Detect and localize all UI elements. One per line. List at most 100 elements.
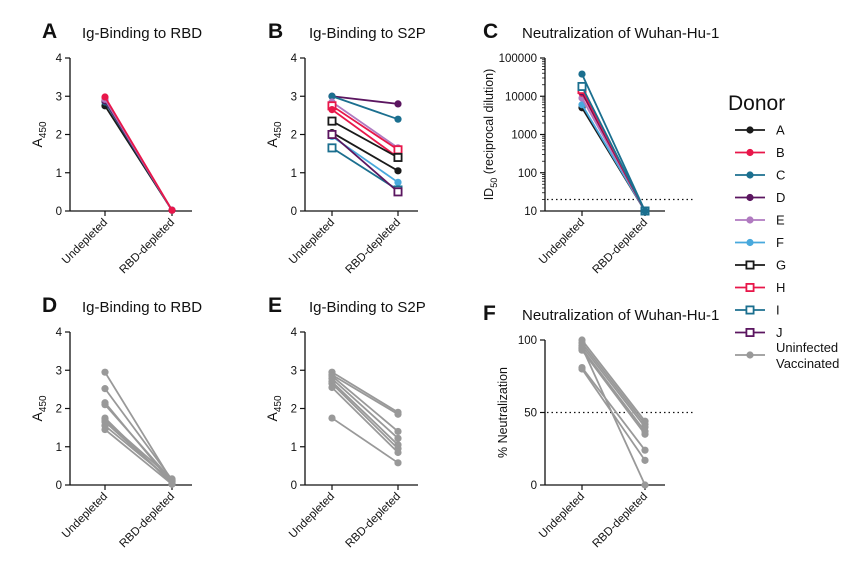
series-line-c (581, 73, 646, 212)
subject-line (331, 381, 399, 446)
point-depleted (168, 480, 176, 488)
legend-item: I (735, 303, 780, 318)
y-tick-label: 1 (291, 168, 297, 180)
legend-label: D (776, 190, 785, 205)
legend-marker (746, 238, 754, 247)
y-tick-label: 3 (291, 91, 297, 103)
series-line-b (104, 96, 173, 211)
point-depleted (641, 430, 649, 438)
y-tick-label: 1 (291, 442, 297, 454)
subject-line (581, 348, 646, 432)
legend-item: A (735, 123, 785, 138)
y-tick-label: 2 (291, 130, 297, 142)
legend-marker (746, 193, 754, 202)
series-line-j (331, 133, 399, 193)
point-c-depleted (394, 115, 402, 123)
subject-line (104, 404, 173, 482)
point-depleted (394, 448, 402, 457)
series-line-d (331, 95, 399, 105)
subject-line (104, 425, 173, 482)
y-tick-label: 3 (56, 365, 62, 377)
series-line-h (331, 105, 399, 151)
x-tick-label: RBD-depleted (118, 217, 178, 277)
legend-label: B (776, 145, 785, 160)
point-undepleted (101, 425, 109, 434)
x-tick-label: Undepleted (287, 491, 337, 541)
point-c-depleted (641, 207, 649, 215)
series-line-e (331, 101, 399, 149)
subject-line (331, 371, 399, 414)
y-tick-label: 3 (291, 365, 297, 377)
y-tick-label: 4 (56, 327, 63, 339)
point-b-undepleted (328, 106, 336, 114)
point-i-undepleted (577, 81, 587, 91)
series-line-b (331, 108, 399, 159)
legend-marker (746, 351, 754, 359)
legend-item: J (735, 325, 783, 340)
legend-label: H (776, 280, 785, 295)
y-tick-label: 0 (56, 480, 62, 492)
y-axis-label: A450 (264, 395, 284, 421)
y-tick-label: 2 (56, 130, 62, 142)
legend-label: A (776, 123, 785, 138)
legend-item: G (735, 258, 786, 273)
y-axis-label: A450 (264, 121, 284, 147)
y-tick-label: 1 (56, 168, 62, 180)
point-a-depleted (394, 167, 402, 175)
point-j-undepleted (327, 129, 337, 139)
y-axis-label: % Neutralization (496, 367, 510, 458)
point-depleted (641, 456, 649, 464)
y-tick-label: 100 (518, 335, 537, 347)
legend-marker (745, 327, 755, 337)
y-tick-label: 4 (56, 53, 63, 65)
x-tick-label: Undepleted (60, 491, 110, 541)
legend-title: Donor (728, 92, 785, 115)
point-undepleted (578, 343, 586, 351)
subject-line (104, 419, 173, 480)
series-line-c (331, 95, 399, 121)
panel-letter: E (268, 294, 282, 317)
y-tick-label: 1 (56, 442, 62, 454)
subject-line (104, 428, 173, 485)
y-tick-label: 0 (291, 480, 297, 492)
panel-title: Ig-Binding to S2P (309, 25, 426, 42)
point-undepleted (328, 383, 336, 392)
x-tick-label: Undepleted (287, 217, 337, 267)
point-i-undepleted (327, 143, 337, 153)
panel-title: Neutralization of Wuhan-Hu-1 (522, 307, 719, 324)
panel-letter: D (42, 294, 57, 317)
panel-title: Ig-Binding to S2P (309, 299, 426, 316)
y-tick-label: 2 (56, 404, 62, 416)
subject-line (331, 382, 399, 450)
y-tick-label: 0 (291, 206, 297, 218)
x-tick-label: Undepleted (537, 217, 587, 267)
y-tick-label: 4 (291, 53, 298, 65)
point-depleted (394, 434, 402, 442)
subject-line (331, 386, 399, 454)
y-axis-label: ID50 (reciprocal dilution) (482, 69, 499, 201)
legend-marker (745, 282, 755, 292)
legend-item: F (735, 235, 784, 250)
panel-f: F Neutralization of Wuhan-Hu-1 0 50 100 Undep… (483, 302, 719, 550)
panel-letter: F (483, 302, 496, 325)
y-axis-label: A450 (29, 395, 49, 421)
panel-title: Ig-Binding to RBD (82, 25, 202, 42)
point-depleted (394, 459, 402, 467)
subject-line (331, 374, 399, 416)
point-undepleted (328, 414, 336, 422)
legend-label: E (776, 213, 785, 228)
subject-line (581, 342, 646, 425)
series-line-g (331, 120, 399, 159)
point-g-undepleted (327, 116, 337, 126)
point-undepleted (578, 365, 586, 373)
point-h-depleted (393, 145, 403, 155)
x-tick-label: RBD-depleted (118, 491, 178, 551)
y-axis-label: A450 (29, 121, 49, 147)
x-tick-label: RBD-depleted (591, 491, 651, 551)
panel-title: Neutralization of Wuhan-Hu-1 (522, 25, 719, 42)
subject-line (581, 339, 646, 422)
panel-letter: C (483, 20, 498, 43)
y-tick-label: 50 (524, 408, 537, 420)
